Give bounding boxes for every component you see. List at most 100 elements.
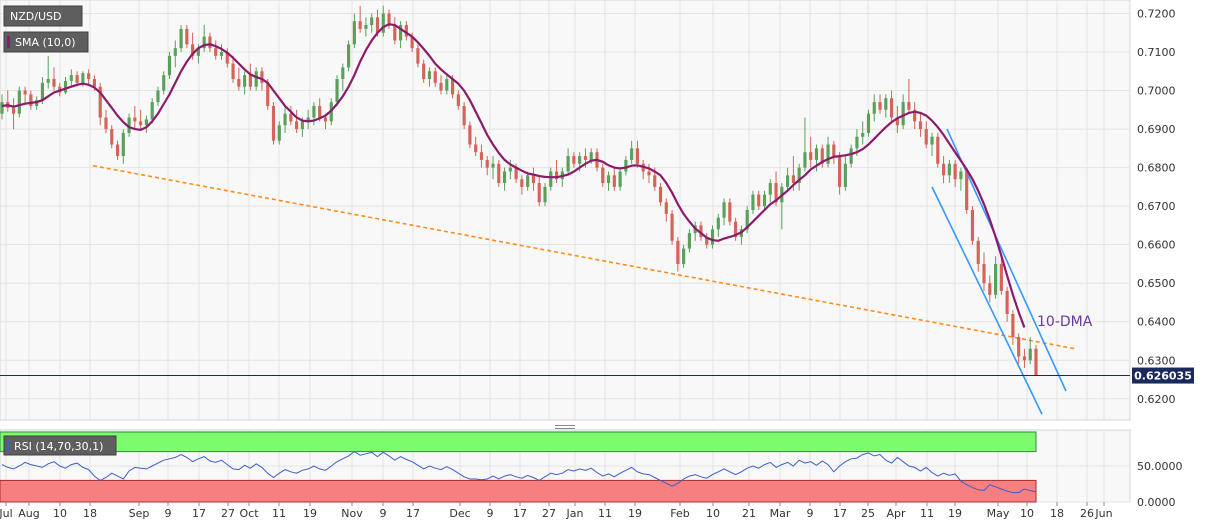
candle [283, 105, 287, 133]
candle [277, 121, 281, 145]
candle-body [277, 125, 281, 141]
x-tick-label: 9 [165, 507, 172, 520]
candle-body [635, 148, 639, 164]
candle [422, 59, 426, 83]
candle [29, 90, 33, 110]
x-tick-label: 17 [406, 507, 420, 520]
candle-body [173, 48, 177, 56]
descending-trendline[interactable] [92, 164, 1076, 350]
candle-body [92, 78, 97, 87]
candle-body [87, 73, 91, 79]
candle [162, 71, 166, 95]
x-tick-label: Mar [770, 507, 791, 520]
candle-body [364, 25, 368, 29]
candle [387, 9, 391, 29]
candle [0, 94, 4, 120]
candle [526, 171, 530, 191]
candle-body [104, 117, 108, 130]
x-tick-label: 9 [380, 507, 387, 520]
channel-lower-line[interactable] [931, 186, 1043, 415]
candle-body [653, 175, 657, 187]
candle [982, 252, 986, 291]
candle [606, 171, 611, 191]
candle [572, 152, 576, 168]
pane-resize-handle[interactable] [555, 425, 575, 429]
candle [722, 198, 726, 226]
rsi-y-tick-label: 0.0000 [1137, 496, 1176, 509]
candle [820, 144, 824, 168]
candle [728, 198, 732, 226]
candle-body [248, 75, 252, 87]
candle [843, 156, 847, 191]
x-tick-label: Aug [18, 507, 39, 520]
candle-body [196, 48, 200, 56]
candle-body [191, 44, 195, 56]
candle-body [121, 132, 125, 157]
candle-body [352, 21, 356, 45]
x-tick-label: 11 [920, 507, 934, 520]
candle [1017, 333, 1021, 365]
candle [144, 115, 148, 133]
candle-body [214, 48, 218, 56]
candle-body [843, 163, 847, 187]
candle-body [1034, 348, 1038, 376]
candle-body [993, 263, 998, 295]
candle-body [768, 183, 772, 195]
candle-body [630, 148, 634, 160]
rsi-indicator-badge[interactable]: RSI (14,70,30,1) [3, 435, 117, 456]
candle [121, 129, 125, 164]
candle [427, 67, 432, 87]
candle-body [566, 156, 570, 172]
candle-body [98, 86, 102, 118]
candle-body [658, 186, 663, 203]
x-tick-label: 10 [53, 507, 67, 520]
sma-indicator-badge[interactable]: SMA (10,0) [3, 31, 89, 53]
candle-body [774, 183, 778, 203]
candle [237, 67, 241, 91]
candle [341, 63, 345, 91]
y-tick-label: 0.6400 [1137, 316, 1176, 329]
candle-body [110, 129, 114, 145]
candle [630, 140, 634, 164]
candle-body [370, 17, 374, 26]
candle [491, 156, 495, 180]
candle-body [618, 171, 622, 187]
candle [976, 236, 980, 272]
symbol-badge[interactable]: NZD/USD [3, 5, 83, 27]
candle-body [1005, 290, 1009, 315]
candle [520, 175, 524, 195]
candle [502, 167, 507, 191]
candle-body [936, 136, 940, 164]
candle-body [728, 202, 732, 222]
candle [537, 175, 541, 207]
candle [716, 213, 720, 237]
candle-body [0, 102, 4, 114]
candle [479, 144, 484, 168]
candle [139, 109, 143, 130]
candle-body [583, 156, 588, 160]
y-tick-label: 0.6600 [1137, 239, 1176, 252]
candle-body [243, 75, 247, 87]
y-tick-label: 0.6800 [1137, 162, 1176, 175]
x-tick-label: 19 [948, 507, 962, 520]
candle [936, 132, 940, 168]
candle [913, 102, 917, 130]
candle-body [947, 163, 951, 176]
candle [468, 121, 472, 149]
candle [554, 159, 559, 184]
x-tick-label: 9 [487, 507, 494, 520]
rsi-oversold-band [0, 479, 1037, 503]
current-price-label: 0.626035 [1132, 367, 1194, 384]
candle-body [751, 194, 755, 210]
candle [751, 190, 755, 214]
candle [358, 5, 362, 33]
y-tick-label: 0.7100 [1137, 46, 1176, 59]
candle-body [988, 283, 992, 295]
candle-body [271, 105, 276, 141]
candle-body [589, 152, 593, 160]
candle-body [647, 171, 651, 176]
candle-body [682, 248, 686, 264]
candle-body [450, 78, 455, 95]
candle-body [52, 78, 56, 87]
y-tick-label: 0.7200 [1137, 7, 1176, 20]
